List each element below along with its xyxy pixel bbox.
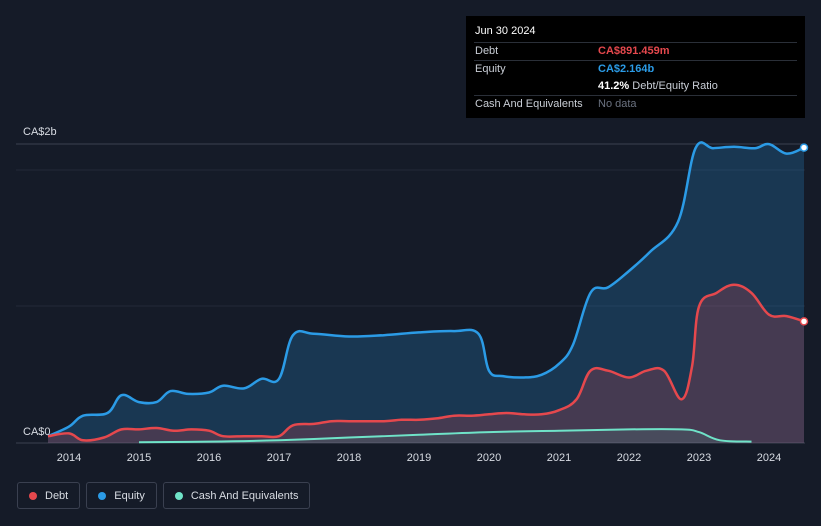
y-axis-top-label: CA$2b [23, 126, 57, 138]
cash-and-equivalents-line [138, 428, 752, 444]
series-end-markers [799, 143, 809, 326]
debt-area [48, 284, 804, 443]
x-tick-label: 2016 [197, 452, 221, 464]
x-tick-label: 2021 [547, 452, 571, 464]
equity-end-marker [799, 143, 809, 152]
legend-debt-dot [29, 491, 37, 500]
equity-line [47, 141, 805, 438]
tooltip-debt-label: Debt [475, 45, 499, 57]
x-tick-label: 2017 [267, 452, 291, 464]
legend-equity-dot [98, 491, 107, 500]
x-tick-label: 2020 [477, 452, 501, 464]
tooltip-date: Jun 30 2024 [475, 25, 536, 37]
tooltip-equity-label: Equity [475, 63, 506, 75]
tooltip-equity-row: Equity CA$2.164b [474, 60, 797, 78]
legend-debt-label: Debt [45, 489, 69, 502]
x-tick-label: 2023 [687, 452, 711, 464]
x-axis: 2014 2015 2016 2017 2018 2019 2020 2021 2022 2023… [57, 452, 781, 464]
x-tick-label: 2018 [337, 452, 361, 464]
debt-line [47, 283, 805, 442]
legend-cash-dot [174, 491, 183, 500]
legend-item-cash[interactable]: Cash And Equivalents [162, 482, 311, 509]
y-axis-bottom-label: CA$0 [23, 426, 51, 438]
tooltip: Jun 30 2024 Debt CA$891.459m Equity CA$2… [466, 16, 805, 118]
tooltip-equity-value: CA$2.164b [598, 63, 655, 75]
x-tick-label: 2019 [407, 452, 431, 464]
debt-end-marker [799, 317, 809, 326]
equity-area [48, 142, 804, 444]
tooltip-ratio-value: 41.2% [598, 80, 630, 92]
tooltip-debt-value: CA$891.459m [598, 45, 670, 57]
legend-cash-label: Cash And Equivalents [190, 489, 299, 502]
legend-equity-label: Equity [114, 489, 145, 502]
tooltip-ratio-label: Debt/Equity Ratio [632, 80, 718, 92]
legend-item-debt[interactable]: Debt [17, 482, 81, 509]
tooltip-cash-value: No data [598, 98, 637, 110]
cash-and-equivalents-area [139, 429, 752, 443]
tooltip-ratio-row: 41.2% Debt/Equity Ratio [474, 78, 797, 95]
series-areas [48, 142, 804, 444]
legend: Debt Equity Cash And Equivalents [17, 482, 311, 509]
tooltip-cash-row: Cash And Equivalents No data [474, 95, 797, 113]
x-tick-label: 2024 [757, 452, 781, 464]
tooltip-debt-row: Debt CA$891.459m [474, 42, 797, 60]
x-tick-label: 2014 [57, 452, 81, 464]
tooltip-cash-label: Cash And Equivalents [475, 98, 583, 110]
x-tick-label: 2022 [617, 452, 641, 464]
x-tick-label: 2015 [127, 452, 151, 464]
legend-item-equity[interactable]: Equity [86, 482, 157, 509]
series-lines [47, 141, 805, 444]
